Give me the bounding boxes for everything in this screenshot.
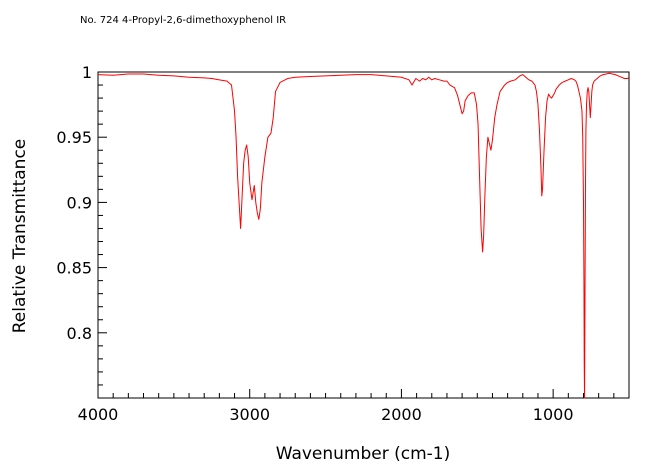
x-tick-label: 3000	[229, 405, 270, 424]
x-tick-label: 2000	[381, 405, 422, 424]
plot-frame	[97, 71, 630, 399]
y-axis-ticks: 1 0.95 0.9 0.85 0.8	[56, 63, 107, 343]
minor-ticks	[98, 84, 615, 398]
y-tick-label: 0.8	[67, 324, 92, 343]
x-axis-label: Wavenumber (cm-1)	[276, 444, 451, 464]
y-tick-label: 0.85	[56, 259, 92, 278]
y-tick-label: 0.9	[67, 193, 92, 212]
y-axis-label: Relative Transmittance	[10, 139, 30, 334]
series-line-transmittance	[97, 72, 630, 399]
x-tick-label: 1000	[533, 405, 574, 424]
chart-title: No. 724 4-Propyl-2,6-dimethoxyphenol IR	[80, 15, 287, 26]
y-tick-label: 0.95	[56, 128, 92, 147]
x-axis-ticks: 4000 3000 2000 1000	[78, 389, 574, 424]
y-tick-label: 1	[82, 63, 92, 82]
x-tick-label: 4000	[78, 405, 119, 424]
